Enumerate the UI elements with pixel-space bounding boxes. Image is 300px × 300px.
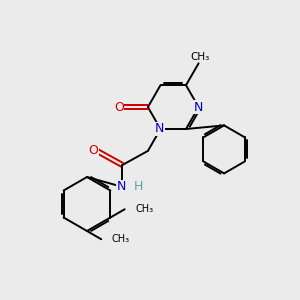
Text: O: O <box>88 144 98 158</box>
Text: CH₃: CH₃ <box>135 204 153 214</box>
Text: CH₃: CH₃ <box>112 234 130 244</box>
Text: H: H <box>133 180 143 194</box>
Text: CH₃: CH₃ <box>190 52 210 62</box>
Text: N: N <box>194 100 203 114</box>
Text: N: N <box>117 180 127 194</box>
Text: N: N <box>155 122 165 136</box>
Text: O: O <box>114 100 124 114</box>
